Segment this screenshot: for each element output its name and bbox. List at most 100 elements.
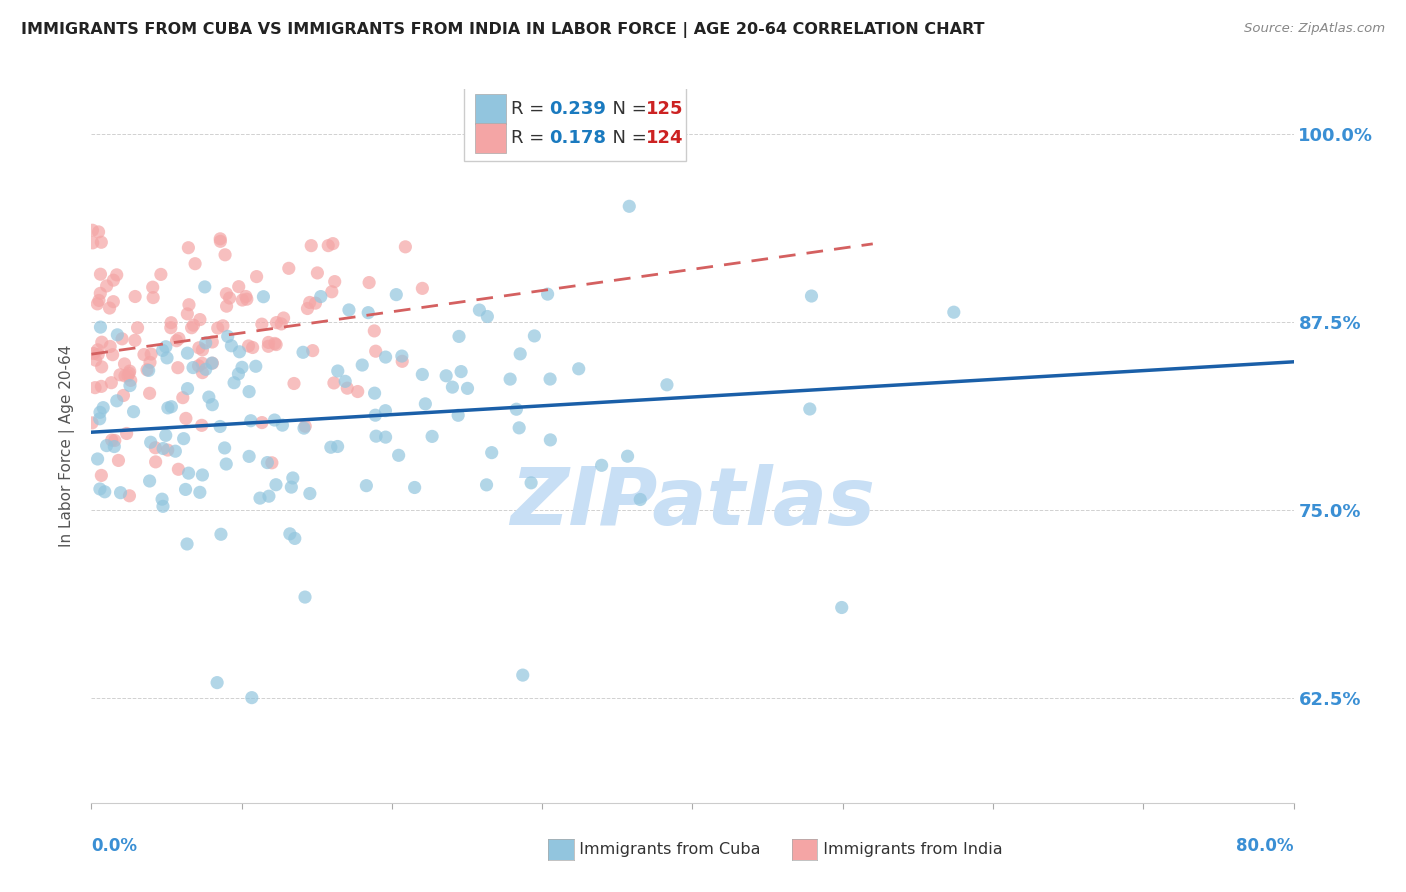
Point	[388, 448, 411, 462]
Point	[481, 445, 503, 459]
Point	[111, 332, 134, 346]
Point	[326, 440, 349, 454]
Point	[160, 400, 183, 414]
Point	[264, 337, 287, 351]
Point	[447, 329, 470, 343]
Point	[298, 295, 321, 310]
Point	[231, 293, 253, 307]
Point	[105, 393, 128, 408]
Point	[831, 600, 853, 615]
Point	[299, 238, 322, 252]
Point	[284, 532, 307, 546]
Point	[252, 290, 274, 304]
Point	[167, 331, 190, 345]
Point	[509, 347, 531, 361]
Point	[173, 432, 195, 446]
Point	[322, 236, 344, 251]
Point	[90, 235, 112, 250]
Point	[450, 365, 472, 379]
Point	[177, 466, 200, 480]
Point	[118, 378, 141, 392]
Point	[257, 489, 280, 503]
Point	[364, 408, 387, 422]
Point	[292, 421, 315, 435]
Point	[155, 340, 177, 354]
Point	[100, 376, 122, 390]
Point	[294, 590, 316, 604]
Point	[138, 386, 160, 401]
Point	[190, 418, 212, 433]
Point	[90, 335, 112, 350]
Point	[156, 401, 179, 415]
Point	[263, 413, 285, 427]
Point	[277, 261, 299, 276]
Point	[188, 312, 211, 326]
Point	[256, 456, 278, 470]
Point	[89, 482, 111, 496]
Point	[271, 418, 294, 433]
Y-axis label: In Labor Force | Age 20-64: In Labor Force | Age 20-64	[59, 345, 76, 547]
Point	[174, 411, 197, 425]
Point	[391, 349, 413, 363]
Point	[156, 351, 179, 365]
Point	[118, 366, 141, 380]
Point	[374, 430, 396, 444]
Point	[90, 379, 112, 393]
Point	[89, 267, 111, 281]
Point	[336, 381, 359, 395]
Point	[89, 286, 111, 301]
Point	[477, 310, 499, 324]
Point	[266, 316, 288, 330]
Point	[420, 429, 443, 443]
Point	[260, 456, 283, 470]
Point	[112, 388, 135, 402]
Point	[250, 317, 273, 331]
Point	[207, 321, 229, 335]
Point	[98, 339, 121, 353]
Point	[374, 350, 396, 364]
Point	[616, 449, 638, 463]
Point	[238, 450, 260, 464]
Point	[628, 492, 651, 507]
Point	[87, 347, 110, 361]
Point	[176, 346, 198, 360]
Point	[205, 675, 228, 690]
Point	[96, 439, 118, 453]
Point	[359, 276, 381, 290]
Point	[165, 444, 187, 458]
Point	[297, 301, 319, 316]
FancyBboxPatch shape	[475, 123, 506, 153]
Point	[114, 357, 136, 371]
Point	[411, 281, 433, 295]
Point	[520, 475, 543, 490]
Point	[307, 266, 329, 280]
Point	[183, 318, 205, 333]
Point	[139, 355, 162, 369]
Point	[281, 471, 304, 485]
Point	[117, 368, 139, 383]
Point	[364, 429, 387, 443]
Point	[280, 480, 302, 494]
Point	[257, 339, 280, 353]
Point	[115, 426, 138, 441]
Point	[356, 478, 378, 492]
Point	[357, 306, 380, 320]
Point	[568, 361, 591, 376]
Point	[142, 280, 165, 294]
Point	[321, 285, 343, 299]
Point	[441, 380, 464, 394]
Point	[475, 478, 498, 492]
Point	[363, 386, 385, 401]
Point	[505, 402, 527, 417]
Point	[194, 335, 217, 350]
Point	[214, 441, 236, 455]
Point	[512, 668, 534, 682]
Point	[942, 305, 965, 319]
Point	[394, 240, 416, 254]
FancyBboxPatch shape	[464, 86, 686, 161]
Point	[118, 364, 141, 378]
Point	[198, 390, 221, 404]
Point	[245, 359, 267, 374]
Point	[110, 485, 132, 500]
Text: 125: 125	[645, 100, 683, 118]
